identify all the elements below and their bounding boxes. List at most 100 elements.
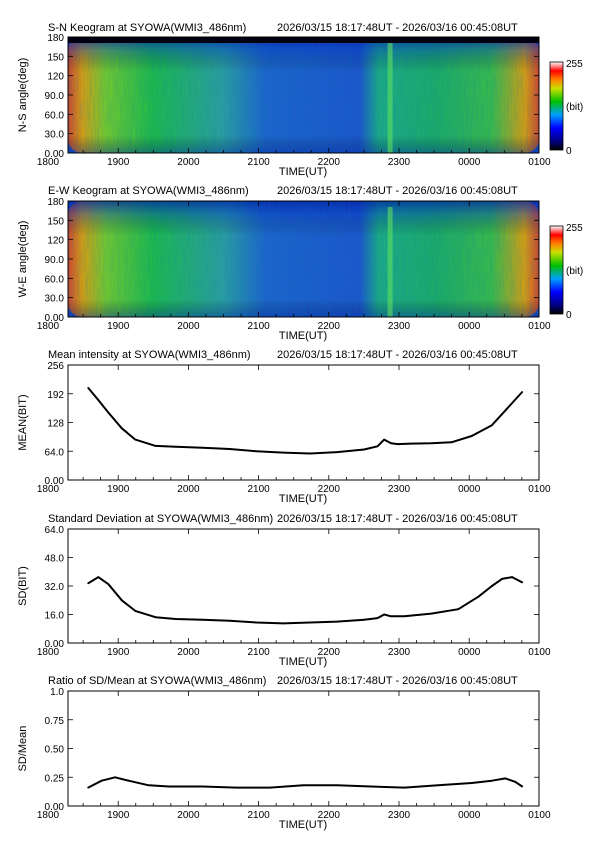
colorbar-min-label: 0: [566, 146, 572, 157]
y-tick-label: 64.0: [45, 525, 65, 536]
x-tick-label: 0100: [528, 321, 551, 332]
panel-title: S-N Keogram at SYOWA(WMI3_486nm): [48, 22, 246, 34]
y-tick-label: 120: [47, 72, 64, 83]
data-point: [228, 619, 231, 622]
data-point: [255, 621, 258, 624]
data-point: [430, 612, 433, 615]
data-point: [97, 399, 100, 401]
x-tick-label: 2300: [388, 810, 411, 821]
data-point: [114, 776, 116, 779]
y-tick-label: 150: [47, 216, 64, 227]
x-tick-label: 0100: [528, 484, 551, 495]
data-point: [87, 582, 90, 585]
panel-time-range: 2026/03/15 18:17:48UT - 2026/03/16 00:45…: [277, 22, 518, 34]
data-point: [228, 448, 231, 450]
x-tick-label: 2000: [177, 157, 200, 168]
data-point: [521, 391, 524, 393]
data-point: [134, 610, 137, 612]
data-line: [87, 387, 523, 455]
data-point: [201, 785, 204, 788]
data-point: [383, 438, 386, 441]
y-tick-label: 256: [47, 361, 64, 372]
plot-frame: [67, 690, 540, 807]
panel-title: Ratio of SD/Mean at SYOWA(WMI3_486nm): [48, 675, 266, 687]
colorbar: [549, 225, 564, 315]
data-point: [383, 613, 386, 616]
panel-title: E-W Keogram at SYOWA(WMI3_486nm): [48, 185, 249, 197]
y-tick-label: 16.0: [45, 611, 65, 622]
y-tick-label: 48.0: [45, 554, 65, 565]
x-tick-label: 2200: [318, 484, 341, 495]
plot-frame: [67, 364, 540, 481]
x-tick-label: 0000: [458, 321, 481, 332]
data-point: [390, 442, 392, 445]
y-tick-label: 0.00: [45, 802, 65, 813]
data-point: [87, 786, 90, 789]
data-point: [477, 595, 480, 598]
data-point: [501, 578, 503, 580]
data-point: [504, 777, 507, 780]
x-tick-label: 2100: [247, 484, 270, 495]
x-axis-label: TIME(UT): [279, 330, 327, 342]
x-tick-label: 2100: [247, 647, 270, 658]
y-axis-label: W-E angle(deg): [17, 221, 29, 298]
x-axis-label: TIME(UT): [279, 493, 327, 505]
y-tick-label: 60.0: [45, 274, 65, 285]
y-tick-label: 1.0: [50, 687, 64, 698]
x-tick-label: 2100: [247, 157, 270, 168]
x-tick-label: 2200: [318, 647, 341, 658]
x-tick-label: 2100: [247, 810, 270, 821]
x-tick-label: 0000: [458, 647, 481, 658]
x-tick-label: 2200: [318, 321, 341, 332]
data-point: [168, 785, 170, 788]
y-tick-label: 60.0: [45, 110, 65, 121]
panel-time-range: 2026/03/15 18:17:48UT - 2026/03/16 00:45…: [277, 513, 518, 525]
data-point: [269, 786, 271, 789]
panel-title: Standard Deviation at SYOWA(WMI3_486nm): [48, 513, 273, 525]
y-tick-label: 128: [47, 419, 64, 430]
data-point: [403, 786, 406, 789]
data-point: [201, 618, 204, 621]
data-point: [410, 442, 413, 445]
data-point: [87, 387, 90, 389]
panel-title: Mean intensity at SYOWA(WMI3_486nm): [48, 349, 251, 361]
data-point: [107, 411, 110, 414]
data-point: [514, 781, 517, 783]
y-tick-label: 32.0: [45, 582, 65, 593]
data-point: [521, 581, 524, 584]
x-tick-label: 0100: [528, 647, 551, 658]
panel-4: Standard Deviation at SYOWA(WMI3_486nm) 2…: [17, 513, 551, 668]
y-tick-label: 30.0: [45, 130, 65, 141]
x-tick-label: 0000: [458, 810, 481, 821]
data-point: [120, 427, 123, 430]
x-tick-label: 2200: [318, 157, 341, 168]
colorbar-unit-label: (bit): [566, 102, 583, 113]
y-axis-label: MEAN(BIT): [17, 394, 29, 450]
y-tick-label: 0.00: [45, 313, 65, 324]
data-point: [491, 424, 493, 427]
x-tick-label: 0000: [458, 157, 481, 168]
panel-time-range: 2026/03/15 18:17:48UT - 2026/03/16 00:45…: [277, 349, 518, 361]
panel-3: Mean intensity at SYOWA(WMI3_486nm) 2026/…: [17, 349, 551, 505]
data-point: [457, 608, 460, 611]
data-line: [87, 776, 523, 789]
x-tick-label: 1900: [107, 157, 130, 168]
x-tick-label: 1800: [37, 157, 60, 168]
x-tick-label: 1800: [37, 321, 60, 332]
data-point: [154, 445, 157, 447]
data-point: [403, 615, 406, 618]
data-point: [369, 785, 372, 788]
x-tick-label: 2000: [177, 484, 200, 495]
data-point: [235, 786, 238, 789]
data-point: [363, 618, 365, 621]
y-axis-label: SD/Mean: [17, 726, 29, 772]
data-point: [511, 576, 513, 578]
data-point: [336, 451, 338, 453]
y-tick-label: 0.25: [45, 773, 65, 784]
data-point: [100, 779, 103, 782]
y-tick-label: 64.0: [45, 447, 65, 458]
panel-5: Ratio of SD/Mean at SYOWA(WMI3_486nm) 202…: [17, 675, 551, 831]
data-point: [437, 784, 439, 787]
panel-time-range: 2026/03/15 18:17:48UT - 2026/03/16 00:45…: [277, 675, 518, 687]
